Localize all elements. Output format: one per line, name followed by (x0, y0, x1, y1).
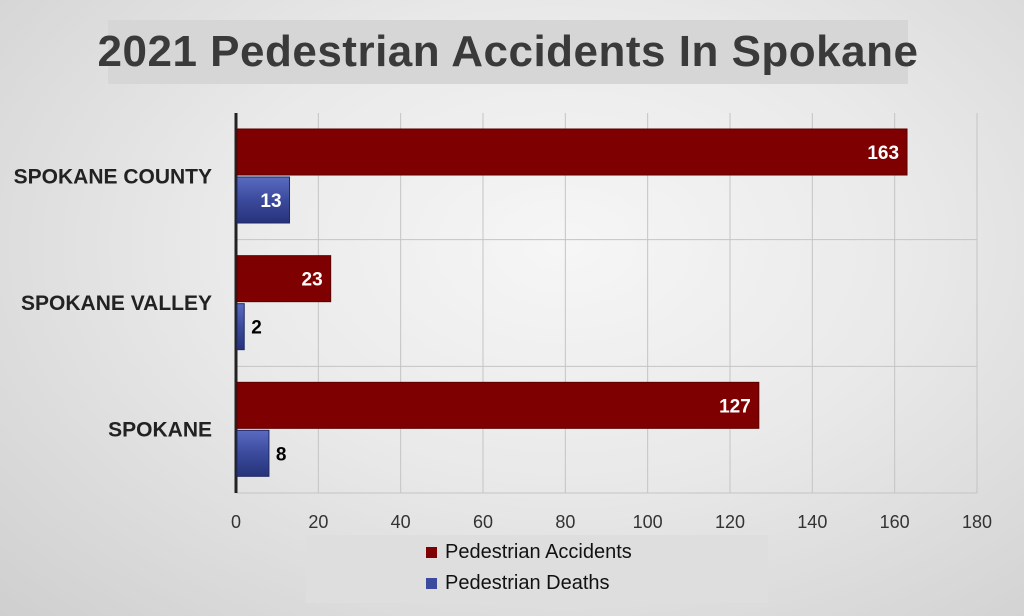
category-label: SPOKANE (108, 419, 212, 442)
bar-accidents (236, 381, 760, 429)
legend-label-deaths: Pedestrian Deaths (445, 572, 610, 594)
bar-deaths (236, 303, 245, 351)
legend-item-accidents: Pedestrian Accidents (426, 541, 632, 564)
chart-title-box: 2021 Pedestrian Accidents In Spokane (98, 20, 918, 84)
chart-legend: Pedestrian Accidents Pedestrian Deaths (306, 535, 768, 603)
legend-swatch-deaths (426, 578, 437, 589)
data-label: 163 (867, 143, 899, 164)
x-tick-label: 60 (473, 512, 493, 532)
data-label: 2 (251, 318, 262, 339)
chart-title: 2021 Pedestrian Accidents In Spokane (97, 27, 919, 76)
legend-swatch-accidents (426, 547, 437, 558)
data-label: 8 (276, 444, 287, 465)
data-label: 13 (260, 191, 281, 212)
bar-accidents (236, 128, 908, 176)
x-tick-label: 140 (797, 512, 827, 532)
data-label: 127 (719, 396, 751, 417)
x-tick-label: 180 (962, 512, 992, 532)
legend-label-accidents: Pedestrian Accidents (445, 541, 632, 563)
bar-deaths (236, 429, 270, 477)
bar-deaths (236, 176, 291, 224)
category-label: SPOKANE VALLEY (21, 292, 212, 315)
x-tick-label: 40 (391, 512, 411, 532)
bar-accidents (236, 255, 332, 303)
x-tick-label: 160 (880, 512, 910, 532)
x-tick-label: 20 (308, 512, 328, 532)
x-tick-label: 120 (715, 512, 745, 532)
category-label: SPOKANE COUNTY (14, 165, 212, 188)
legend-item-deaths: Pedestrian Deaths (426, 572, 610, 595)
data-label: 23 (302, 270, 323, 291)
x-tick-label: 100 (633, 512, 663, 532)
x-tick-label: 0 (231, 512, 241, 532)
x-tick-label: 80 (555, 512, 575, 532)
